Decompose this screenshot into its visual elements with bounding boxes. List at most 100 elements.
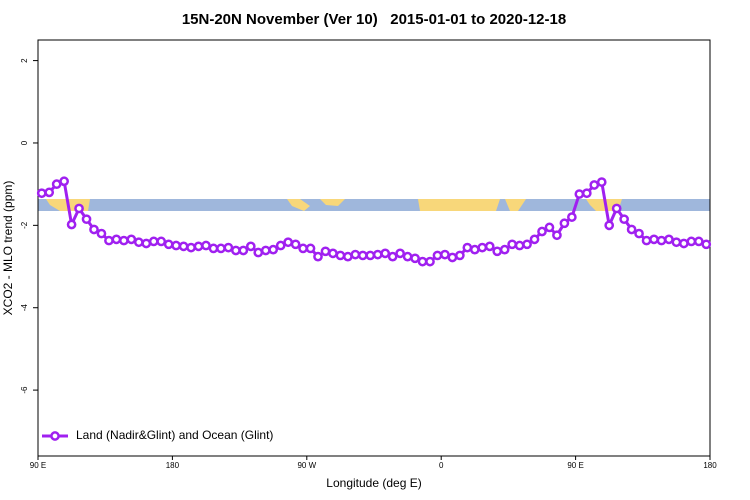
- data-point: [320, 246, 331, 257]
- data-point: [604, 220, 615, 231]
- data-point: [178, 241, 189, 252]
- land-patch: [287, 199, 310, 211]
- data-point: [402, 251, 413, 262]
- data-point: [365, 250, 376, 261]
- ocean-strip: [38, 199, 710, 211]
- land-patch: [320, 199, 345, 206]
- data-point: [372, 249, 383, 260]
- data-point: [313, 251, 323, 262]
- data-point: [44, 187, 55, 198]
- data-point: [693, 236, 704, 247]
- data-point: [567, 212, 577, 222]
- data-point: [641, 235, 652, 246]
- x-tick-label: 0: [439, 461, 444, 470]
- data-point: [387, 251, 398, 262]
- data-point: [425, 256, 435, 267]
- data-point: [447, 252, 458, 263]
- data-point: [89, 224, 99, 235]
- data-point: [171, 240, 181, 251]
- data-point: [193, 241, 204, 252]
- x-tick-label: 90 W: [297, 461, 316, 470]
- data-point: [462, 242, 473, 253]
- data-point: [231, 245, 241, 256]
- data-point: [81, 214, 92, 225]
- land-patch: [505, 199, 526, 211]
- data-point: [499, 244, 510, 255]
- data-point: [133, 237, 144, 248]
- data-point: [626, 224, 637, 235]
- data-point: [701, 239, 712, 250]
- data-point: [283, 237, 293, 248]
- data-point: [432, 250, 443, 261]
- y-tick-label: -4: [20, 304, 29, 312]
- data-point: [455, 250, 465, 261]
- legend-marker: [50, 431, 60, 441]
- data-point: [477, 242, 488, 253]
- data-point: [59, 176, 69, 187]
- data-point: [74, 203, 84, 214]
- data-point: [634, 228, 644, 239]
- data-point: [440, 249, 450, 260]
- data-point: [96, 228, 107, 239]
- data-point: [469, 244, 480, 255]
- data-point: [552, 230, 562, 241]
- data-point: [104, 235, 114, 246]
- y-tick-label: -2: [20, 221, 29, 229]
- data-point: [656, 235, 667, 246]
- data-point: [335, 250, 346, 261]
- data-point: [686, 236, 697, 247]
- x-axis-label: Longitude (deg E): [326, 476, 421, 490]
- chart-title: 15N-20N November (Ver 10) 2015-01-01 to …: [182, 11, 566, 28]
- data-point: [537, 226, 547, 237]
- plot-frame: [37, 39, 711, 457]
- map-strip: [38, 199, 710, 211]
- data-point: [649, 234, 659, 245]
- x-tick-label: 90 E: [30, 461, 46, 470]
- data-point: [253, 247, 264, 258]
- data-point: [51, 179, 62, 190]
- data-point: [664, 234, 674, 245]
- data-point: [343, 251, 353, 262]
- data-point: [350, 249, 361, 260]
- data-point: [417, 256, 428, 267]
- data-point: [216, 243, 226, 254]
- data-point: [156, 236, 167, 247]
- data-point: [66, 219, 77, 230]
- y-tick-label: -6: [20, 386, 29, 394]
- legend-label: Land (Nadir&Glint) and Ocean (Glint): [76, 428, 273, 442]
- data-point: [201, 240, 211, 251]
- data-point: [679, 238, 689, 249]
- data-point: [141, 238, 152, 249]
- data-point: [410, 253, 420, 264]
- data-point: [395, 248, 405, 259]
- data-point: [671, 237, 682, 248]
- data-point: [223, 242, 234, 253]
- x-tick-label: 180: [703, 461, 717, 470]
- data-point: [208, 243, 219, 254]
- data-point: [581, 188, 592, 199]
- data-point: [380, 248, 391, 259]
- data-point: [514, 240, 525, 251]
- x-tick-label: 90 E: [567, 461, 583, 470]
- x-tick-label: 180: [166, 461, 180, 470]
- land-patch: [418, 199, 500, 211]
- data-point: [305, 243, 316, 254]
- y-tick-label: 2: [20, 58, 29, 63]
- data-point: [574, 189, 585, 199]
- data-point: [522, 239, 532, 250]
- data-point: [163, 239, 174, 250]
- data-point: [186, 242, 196, 253]
- data-point: [290, 239, 301, 250]
- data-point: [268, 244, 279, 255]
- data-point: [544, 222, 555, 233]
- data-point: [260, 245, 271, 256]
- data-point: [596, 177, 607, 187]
- data-point: [484, 241, 495, 252]
- data-point: [238, 245, 249, 256]
- data-point: [111, 234, 122, 245]
- data-point: [126, 234, 137, 245]
- data-point: [529, 234, 540, 245]
- y-axis-label: XCO2 - MLO trend (ppm): [1, 181, 15, 316]
